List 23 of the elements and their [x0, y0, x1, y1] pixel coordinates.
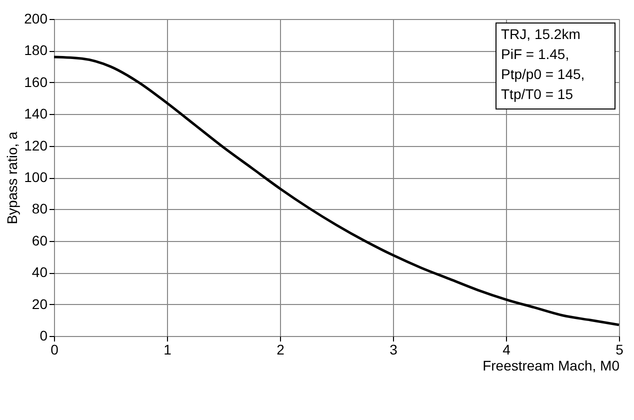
- y-axis-title: Bypass ratio, a: [4, 131, 20, 224]
- x-tick-label: 2: [276, 342, 285, 358]
- x-tick-label: 1: [164, 342, 172, 358]
- annotation: Ttp/T0 = 15: [501, 86, 574, 102]
- y-tick-label: 40: [32, 264, 48, 280]
- annotation: TRJ, 15.2km: [501, 26, 580, 42]
- x-tick-label: 4: [502, 342, 511, 358]
- x-tick-label: 0: [50, 342, 59, 358]
- y-tick-label: 180: [24, 42, 48, 58]
- y-tick-label: 0: [40, 328, 48, 344]
- x-tick-label: 3: [390, 342, 398, 358]
- annotation: PiF = 1.45,: [501, 46, 570, 62]
- y-tick-label: 100: [24, 169, 48, 185]
- y-tick-label: 80: [32, 200, 48, 217]
- y-tick-label: 20: [32, 296, 48, 312]
- y-tick-label: 120: [24, 137, 48, 154]
- y-tick-label: 200: [24, 10, 48, 26]
- y-tick-label: 140: [24, 106, 48, 122]
- annotation: Ptp/p0 = 145,: [501, 66, 585, 82]
- y-tick-label: 60: [32, 232, 48, 248]
- x-axis-title: Freestream Mach, M0: [482, 358, 620, 374]
- y-tick-label: 160: [24, 74, 48, 90]
- x-tick-label: 5: [616, 342, 624, 358]
